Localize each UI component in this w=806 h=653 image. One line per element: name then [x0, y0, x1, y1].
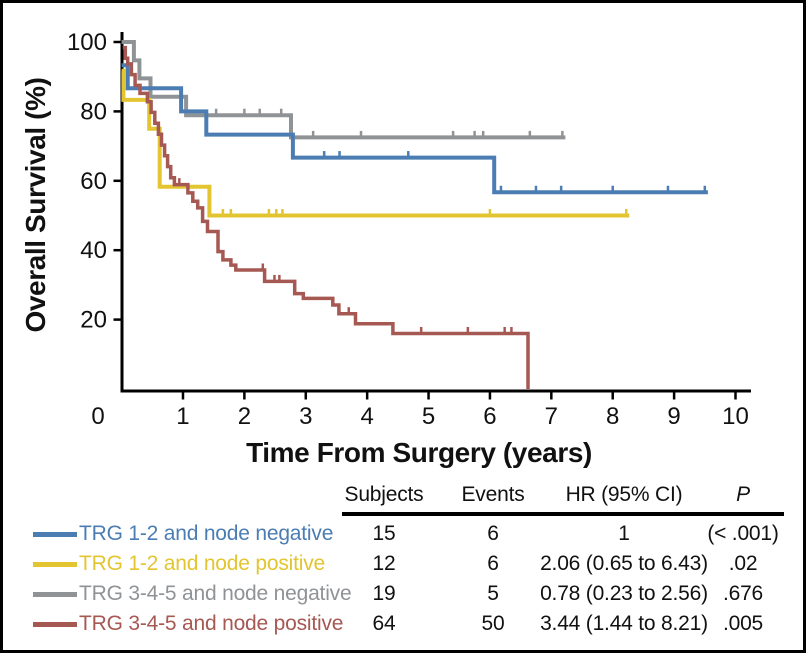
y-tick-label: 60 — [80, 168, 107, 195]
hr-value: 0.78 (0.23 to 2.56) — [540, 582, 708, 605]
hr-value: 2.06 (0.65 to 6.43) — [540, 552, 708, 575]
x-tick-label: 2 — [238, 403, 251, 430]
x-tick-label: 4 — [360, 403, 373, 430]
table-header-row: Subjects Events HR (95% CI) P — [3, 480, 803, 510]
legend-line-swatch — [33, 562, 77, 567]
p-value: (< .001) — [707, 522, 779, 545]
hr-value: 3.44 (1.44 to 8.21) — [540, 612, 708, 635]
table-row: TRG 3-4-5 and node positive 64 50 3.44 (… — [3, 609, 803, 639]
legend-label: TRG 3-4-5 and node positive — [79, 612, 344, 635]
axis-lines — [120, 32, 751, 393]
subjects-value: 19 — [372, 582, 396, 605]
x-tick-label: 9 — [667, 403, 680, 430]
km-curve — [121, 68, 630, 218]
x-tick-label: 5 — [422, 403, 435, 430]
x-tick-label: 0 — [91, 403, 104, 430]
km-curve — [121, 63, 708, 195]
legend-label: TRG 3-4-5 and node negative — [79, 582, 352, 605]
col-header-p: P — [736, 483, 750, 506]
subjects-value: 15 — [372, 522, 396, 545]
events-value: 50 — [481, 612, 505, 635]
hr-value: 1 — [618, 522, 630, 545]
y-tick-label: 100 — [67, 29, 107, 56]
x-tick-label: 10 — [722, 403, 749, 430]
events-value: 6 — [487, 522, 499, 545]
legend-label: TRG 1-2 and node positive — [79, 552, 325, 575]
x-tick-label: 7 — [545, 403, 558, 430]
table-row: TRG 1-2 and node positive 12 6 2.06 (0.6… — [3, 549, 803, 579]
p-value: .02 — [728, 552, 758, 575]
col-header-events: Events — [461, 483, 525, 506]
y-tick-label: 80 — [80, 98, 107, 125]
km-curve — [122, 45, 530, 389]
events-value: 5 — [487, 582, 499, 605]
y-axis-title: Overall Survival (%) — [20, 77, 51, 333]
km-curve — [121, 40, 566, 140]
legend-line-swatch — [33, 532, 77, 537]
y-tick-label: 20 — [80, 307, 107, 334]
legend-line-swatch — [33, 592, 77, 597]
x-tick-label: 8 — [606, 403, 619, 430]
x-tick-label: 1 — [176, 403, 189, 430]
table-row: TRG 3-4-5 and node negative 19 5 0.78 (0… — [3, 579, 803, 609]
legend-label: TRG 1-2 and node negative — [79, 522, 334, 545]
x-axis-title: Time From Surgery (years) — [246, 437, 592, 468]
col-header-hr: HR (95% CI) — [565, 483, 683, 506]
table-header-rule — [342, 512, 784, 516]
km-chart-plot: 20 40 60 80 100 0 1 2 3 4 5 6 7 8 9 10 — [67, 29, 751, 430]
p-value: .005 — [722, 612, 764, 635]
x-tick-label: 6 — [483, 403, 496, 430]
table-row: TRG 1-2 and node negative 15 6 1 (< .001… — [3, 519, 803, 549]
col-header-subjects: Subjects — [344, 483, 424, 506]
p-value: .676 — [722, 582, 764, 605]
legend-line-swatch — [33, 622, 77, 627]
subjects-value: 12 — [372, 552, 396, 575]
x-tick-label: 3 — [299, 403, 312, 430]
subjects-value: 64 — [372, 612, 396, 635]
events-value: 6 — [487, 552, 499, 575]
y-tick-label: 40 — [80, 237, 107, 264]
